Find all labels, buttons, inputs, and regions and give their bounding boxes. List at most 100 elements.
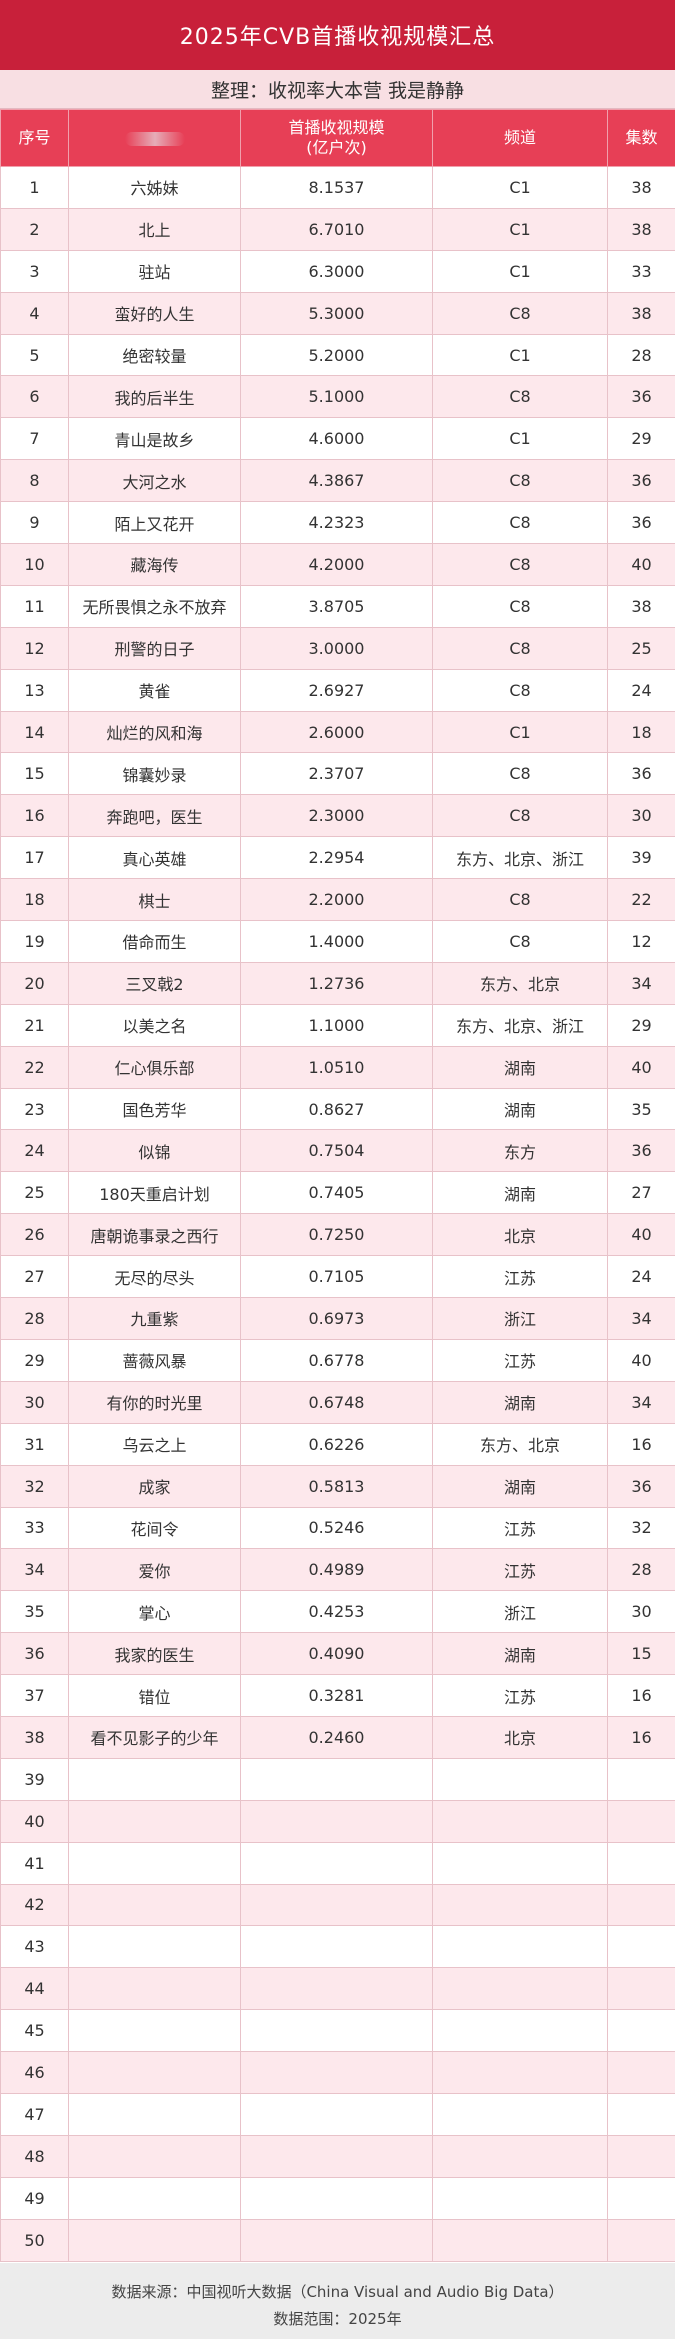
cell-episodes: 18 bbox=[607, 710, 675, 754]
cell-rank: 26 bbox=[0, 1213, 69, 1257]
table-row: 41 bbox=[0, 1841, 675, 1885]
cell-rating: 2.6000 bbox=[240, 710, 433, 754]
table-row: 42 bbox=[0, 1883, 675, 1927]
footer-scope: 数据范围：2025年 bbox=[273, 2310, 402, 2328]
table-row: 17 真心英雄 2.2954 东方、北京、浙江 39 bbox=[0, 836, 675, 880]
cell-title bbox=[68, 1757, 241, 1801]
cell-rank: 40 bbox=[0, 1799, 69, 1843]
table-row: 23 国色芳华 0.8627 湖南 35 bbox=[0, 1087, 675, 1131]
cell-title bbox=[68, 2134, 241, 2178]
cell-episodes bbox=[607, 1841, 675, 1885]
cell-episodes: 40 bbox=[607, 543, 675, 586]
cell-rank: 28 bbox=[0, 1297, 69, 1340]
cell-rating: 0.6778 bbox=[240, 1338, 433, 1382]
cell-title: 唐朝诡事录之西行 bbox=[68, 1213, 241, 1257]
cell-channel: 北京 bbox=[432, 1715, 608, 1759]
table-row: 14 灿烂的风和海 2.6000 C1 18 bbox=[0, 710, 675, 754]
cell-channel bbox=[432, 1925, 608, 1969]
cell-title: 无尽的尽头 bbox=[68, 1255, 241, 1299]
cell-title: 掌心 bbox=[68, 1590, 241, 1634]
cell-title: 成家 bbox=[68, 1464, 241, 1508]
cell-episodes: 36 bbox=[607, 501, 675, 545]
cell-rank: 37 bbox=[0, 1674, 69, 1717]
cell-rank: 24 bbox=[0, 1129, 69, 1173]
cell-rank: 27 bbox=[0, 1255, 69, 1299]
blurred-header-mark bbox=[124, 131, 185, 146]
cell-rating: 0.7405 bbox=[240, 1171, 433, 1215]
cell-rating: 8.1537 bbox=[240, 166, 433, 209]
table-row: 39 bbox=[0, 1757, 675, 1801]
cell-channel bbox=[432, 2009, 608, 2053]
cell-rank: 1 bbox=[0, 166, 69, 209]
table-row: 13 黄雀 2.6927 C8 24 bbox=[0, 668, 675, 712]
table-row: 8 大河之水 4.3867 C8 36 bbox=[0, 459, 675, 503]
cell-channel: 东方 bbox=[432, 1129, 608, 1173]
cell-rating bbox=[240, 1799, 433, 1843]
cell-rating: 0.4989 bbox=[240, 1548, 433, 1592]
cell-rank: 47 bbox=[0, 2092, 69, 2136]
cell-title: 青山是故乡 bbox=[68, 417, 241, 461]
table-row: 24 似锦 0.7504 东方 36 bbox=[0, 1129, 675, 1173]
cell-channel: C1 bbox=[432, 166, 608, 209]
cell-rank: 9 bbox=[0, 501, 69, 545]
cell-episodes: 25 bbox=[607, 626, 675, 670]
cell-episodes: 33 bbox=[607, 249, 675, 293]
cell-title bbox=[68, 1841, 241, 1885]
ratings-table: 序号 首播收视规模 (亿户次) 频道 集数 1 六姊妹 8.1537 C1 38 2 北上 6… bbox=[0, 109, 675, 2262]
table-row: 50 bbox=[0, 2218, 675, 2262]
cell-rating: 3.0000 bbox=[240, 626, 433, 670]
cell-rank: 39 bbox=[0, 1757, 69, 1801]
cell-title: 无所畏惧之永不放弃 bbox=[68, 584, 241, 628]
cell-rank: 49 bbox=[0, 2176, 69, 2220]
cell-channel: 东方、北京、浙江 bbox=[432, 1003, 608, 1047]
cell-rating bbox=[240, 1925, 433, 1969]
cell-rank: 44 bbox=[0, 1967, 69, 2011]
cell-title: 爱你 bbox=[68, 1548, 241, 1592]
cell-channel: C8 bbox=[432, 543, 608, 586]
cell-channel: C1 bbox=[432, 417, 608, 461]
cell-rating bbox=[240, 2218, 433, 2262]
table-row: 46 bbox=[0, 2051, 675, 2094]
footer-source: 数据来源：中国视听大数据（China Visual and Audio Big … bbox=[111, 2283, 564, 2301]
cell-episodes: 36 bbox=[607, 459, 675, 503]
table-row: 38 看不见影子的少年 0.2460 北京 16 bbox=[0, 1715, 675, 1759]
cell-rank: 41 bbox=[0, 1841, 69, 1885]
cell-rating: 4.3867 bbox=[240, 459, 433, 503]
table-row: 30 有你的时光里 0.6748 湖南 34 bbox=[0, 1380, 675, 1424]
cell-channel: 湖南 bbox=[432, 1087, 608, 1131]
table-row: 5 绝密较量 5.2000 C1 28 bbox=[0, 333, 675, 377]
cell-episodes: 15 bbox=[607, 1632, 675, 1676]
cell-episodes bbox=[607, 2218, 675, 2262]
header-episodes: 集数 bbox=[607, 109, 675, 167]
cell-rating: 2.6927 bbox=[240, 668, 433, 712]
cell-rank: 35 bbox=[0, 1590, 69, 1634]
table-row: 48 bbox=[0, 2134, 675, 2178]
header-channel: 频道 bbox=[432, 109, 608, 167]
cell-rank: 19 bbox=[0, 920, 69, 963]
table-row: 3 驻站 6.3000 C1 33 bbox=[0, 249, 675, 293]
cell-rank: 34 bbox=[0, 1548, 69, 1592]
cell-episodes bbox=[607, 1757, 675, 1801]
cell-channel: 江苏 bbox=[432, 1506, 608, 1550]
cell-title: 借命而生 bbox=[68, 920, 241, 963]
cell-rank: 8 bbox=[0, 459, 69, 503]
page-subtitle: 整理：收视率大本营 我是静静 bbox=[0, 70, 675, 109]
cell-rank: 32 bbox=[0, 1464, 69, 1508]
cell-channel: C8 bbox=[432, 920, 608, 963]
cell-title: 乌云之上 bbox=[68, 1422, 241, 1466]
cell-channel: C1 bbox=[432, 249, 608, 293]
cell-episodes bbox=[607, 1883, 675, 1927]
cell-episodes: 39 bbox=[607, 836, 675, 880]
cell-title: 锦囊妙录 bbox=[68, 752, 241, 796]
cell-episodes: 35 bbox=[607, 1087, 675, 1131]
cell-episodes: 24 bbox=[607, 1255, 675, 1299]
table-row: 29 蔷薇风暴 0.6778 江苏 40 bbox=[0, 1338, 675, 1382]
cell-rank: 18 bbox=[0, 878, 69, 922]
cell-title bbox=[68, 1883, 241, 1927]
cell-rank: 15 bbox=[0, 752, 69, 796]
cell-rating: 0.3281 bbox=[240, 1674, 433, 1717]
cell-episodes bbox=[607, 1967, 675, 2011]
table-row: 20 三叉戟2 1.2736 东方、北京 34 bbox=[0, 961, 675, 1005]
cell-rank: 36 bbox=[0, 1632, 69, 1676]
